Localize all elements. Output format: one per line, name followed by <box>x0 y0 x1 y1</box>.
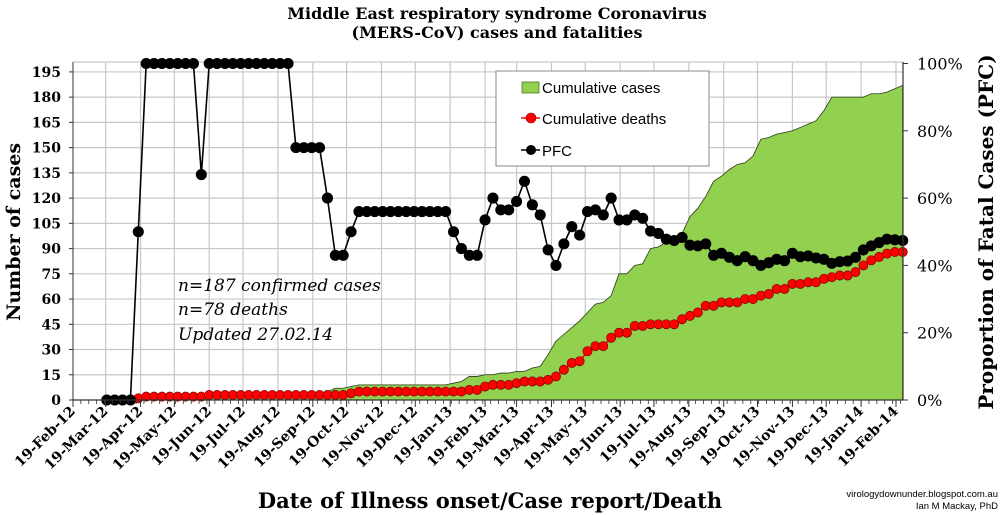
deaths-point <box>598 341 609 352</box>
legend-swatch-cases <box>521 81 540 94</box>
pfc-point <box>676 231 688 244</box>
pfc-point <box>471 249 483 261</box>
legend-label-cases: Cumulative cases <box>542 80 660 97</box>
pfc-point <box>132 226 144 238</box>
y-tick-label: 75 <box>42 267 61 283</box>
credit-blog: virologydownunder.blogspot.com.au <box>846 489 998 500</box>
deaths-point <box>779 284 790 294</box>
pfc-point <box>849 251 862 263</box>
pfc-point <box>321 192 333 204</box>
legend-marker-pfc <box>526 145 536 155</box>
chart-title-line-1: Middle East respiratory syndrome Coronav… <box>287 4 706 23</box>
pfc-point <box>534 209 546 221</box>
y2-tick-label: 80% <box>917 122 953 141</box>
legend-marker-deaths <box>525 112 537 124</box>
pfc-point <box>558 238 570 250</box>
legend-label-deaths: Cumulative deaths <box>542 111 666 128</box>
pfc-point <box>574 229 586 241</box>
y-tick-label: 0 <box>51 393 61 409</box>
pfc-point <box>282 57 294 70</box>
deaths-point <box>858 260 869 271</box>
y-tick-label: 60 <box>42 292 62 308</box>
pfc-point <box>637 212 649 224</box>
pfc-point <box>652 227 664 239</box>
y2-tick-label: 20% <box>917 324 953 343</box>
pfc-point <box>455 243 467 255</box>
annotation-deaths: n=78 deaths <box>178 300 288 320</box>
y-tick-label: 45 <box>42 317 61 333</box>
pfc-point <box>778 255 791 267</box>
deaths-point <box>621 327 632 338</box>
pfc-point <box>700 238 712 250</box>
pfc-point <box>195 168 207 181</box>
y2-tick-label: 60% <box>917 189 953 208</box>
pfc-point <box>597 209 609 221</box>
pfc-point <box>621 214 633 226</box>
pfc-point <box>487 192 499 204</box>
pfc-point <box>542 244 554 256</box>
y2-tick-label: 100% <box>917 55 963 74</box>
y-tick-label: 135 <box>32 166 61 182</box>
y-tick-label: 15 <box>42 368 61 384</box>
deaths-point <box>850 267 861 278</box>
y-tick-label: 165 <box>32 115 61 131</box>
pfc-series-layer <box>101 57 909 406</box>
y-tick-label: 90 <box>42 242 62 258</box>
pfc-point <box>345 226 357 238</box>
pfc-point <box>503 204 515 216</box>
legend: Cumulative cases Cumulative deaths PFC <box>495 70 710 167</box>
annotation-cases: n=187 confirmed cases <box>178 276 381 296</box>
y-tick-label: 150 <box>32 141 61 157</box>
pfc-point <box>589 204 601 216</box>
y-axis-label: Number of cases <box>3 143 25 321</box>
y-tick-label: 120 <box>32 191 61 207</box>
deaths-point <box>558 364 569 375</box>
pfc-point <box>447 226 460 238</box>
deaths-point <box>574 356 585 367</box>
y2-axis-label: Proportion of Fatal Cases (PFC) <box>974 54 998 409</box>
deaths-point <box>551 371 561 382</box>
x-axis-label: Date of Illness onset/Case report/Death <box>258 488 722 513</box>
pfc-point <box>518 175 531 187</box>
y-tick-label: 30 <box>42 343 62 359</box>
pfc-point <box>566 221 578 233</box>
chart-title-line-2: (MERS-CoV) cases and fatalities <box>352 23 643 42</box>
y-tick-label: 180 <box>32 90 61 106</box>
y-tick-label: 105 <box>32 216 61 232</box>
y2-tick-label: 40% <box>917 256 953 275</box>
axes: 0 15 30 45 60 75 90 105 120 135 150 165 180 195 0% 20% 4… <box>12 55 963 474</box>
pfc-point <box>187 57 200 70</box>
y2-tick-label: 0% <box>917 391 942 410</box>
pfc-point <box>550 259 562 271</box>
deaths-point <box>582 346 593 357</box>
pfc-point <box>479 214 491 226</box>
pfc-point <box>511 195 523 208</box>
pfc-point <box>605 192 617 204</box>
deaths-series-layer <box>101 246 908 405</box>
y-tick-label: 195 <box>32 65 61 81</box>
gridlines <box>73 61 903 400</box>
annotation-updated: Updated 27.02.14 <box>178 325 333 345</box>
deaths-point <box>763 289 774 299</box>
credit-author: Ian M Mackay, PhD <box>916 501 998 512</box>
pfc-point <box>440 206 452 218</box>
deaths-point <box>606 332 617 343</box>
pfc-point <box>314 142 326 154</box>
deaths-point <box>692 307 703 318</box>
deaths-point <box>669 319 680 330</box>
pfc-point <box>526 199 538 211</box>
legend-label-pfc: PFC <box>542 143 572 160</box>
pfc-point <box>337 249 349 261</box>
